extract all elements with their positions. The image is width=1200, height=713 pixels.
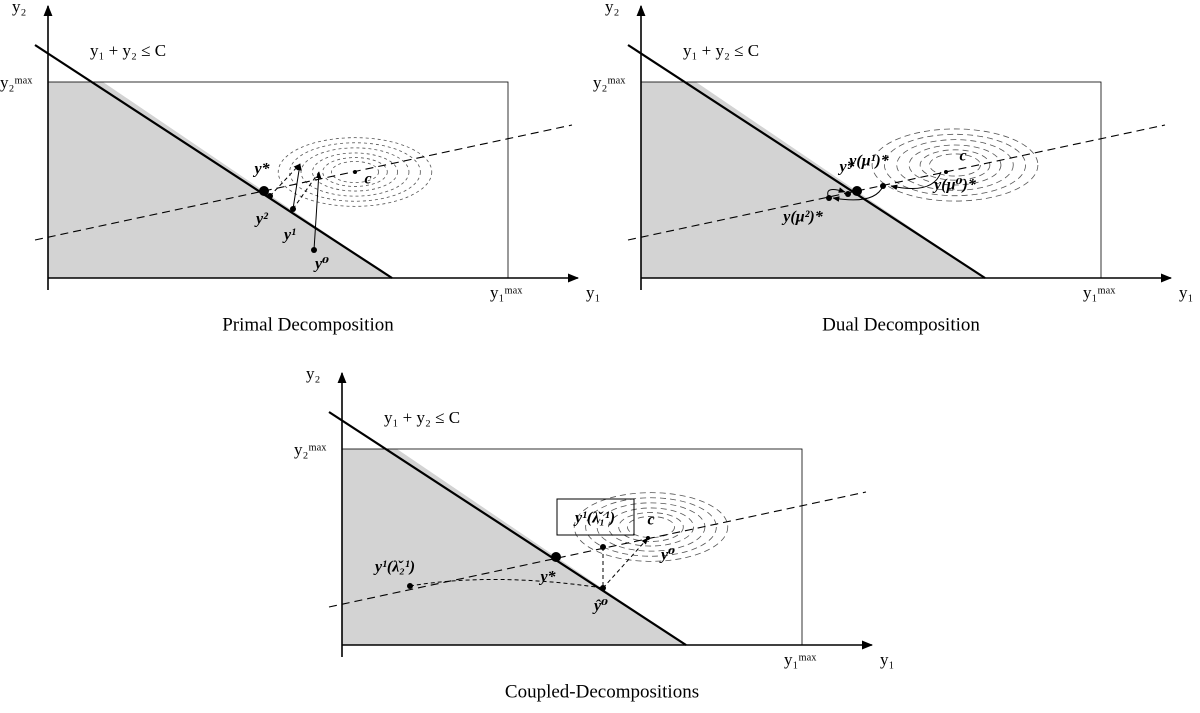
point-label: y(μ²)*: [781, 209, 823, 226]
point-label: ŷ⁰: [592, 598, 608, 615]
y-max-label: y₂ᵐᵃˣ: [593, 73, 625, 92]
y-axis-label: y₂: [605, 0, 619, 16]
arrow: [313, 171, 322, 251]
y-max-label: y₂ᵐᵃˣ: [294, 440, 326, 459]
constraint-label: y₁ + y₂ ≤ C: [683, 41, 759, 60]
point: [826, 195, 832, 201]
point-label: y¹(λ̌₁¹): [573, 510, 615, 527]
feasible-region: [342, 449, 686, 645]
constraint-label: y₁ + y₂ ≤ C: [90, 41, 166, 60]
contour: [884, 133, 1026, 197]
contour: [300, 147, 410, 197]
x-axis-label: y₁: [586, 283, 600, 302]
y-max-label: y₂ᵐᵃˣ: [0, 73, 32, 92]
x-max-label: y₁ᵐᵃˣ: [784, 650, 816, 669]
contour: [627, 516, 675, 538]
contour: [908, 144, 1002, 186]
constraint-line: [328, 411, 687, 646]
x-max-label: y₁ᵐᵃˣ: [1083, 283, 1115, 302]
label-box: [556, 498, 635, 536]
point-label: y*: [252, 161, 270, 178]
contour: [322, 157, 388, 187]
point: [852, 186, 862, 196]
contour: [618, 512, 684, 542]
arrow: [832, 185, 884, 202]
point-label: y⁰: [313, 256, 329, 273]
x-max-label: y₁ᵐᵃˣ: [490, 283, 522, 302]
point: [944, 170, 948, 174]
panel: y₂ y₁ y₂ᵐᵃˣ y₁ᵐᵃˣ y₁ + y₂ ≤ C Dual Decomposit…: [593, 0, 1193, 335]
point: [259, 186, 269, 196]
contour: [573, 492, 729, 562]
y-axis-label: y₂: [306, 364, 320, 383]
arrow: [292, 163, 302, 210]
contour: [896, 139, 1014, 191]
point-label: c: [364, 171, 371, 188]
point-label: c: [959, 148, 966, 165]
dashed-arrow: [292, 171, 320, 210]
feasible-region: [641, 82, 985, 278]
point-label: c: [647, 512, 654, 529]
caption: Coupled-Decompositions: [505, 681, 699, 702]
point-label: y(μ¹)*: [847, 153, 889, 170]
point: [880, 183, 886, 189]
y-axis-label: y₂: [12, 0, 26, 16]
contour: [312, 152, 398, 192]
caption: Primal Decomposition: [222, 314, 394, 335]
dashed-arrow: [269, 163, 301, 197]
contour: [608, 507, 694, 547]
constraint-line: [34, 44, 393, 279]
point-label: y¹(λ̌₂¹): [373, 559, 415, 576]
point-label: y*: [538, 569, 556, 586]
panel: y₂ y₁ y₂ᵐᵃˣ y₁ᵐᵃˣ y₁ + y₂ ≤ C Coupled-Decompo…: [294, 364, 894, 702]
dashed-curve: [409, 579, 604, 589]
point-label: y²: [254, 211, 269, 228]
contour: [289, 142, 421, 202]
point: [600, 544, 606, 550]
x-axis-label: y₁: [1179, 283, 1193, 302]
arrow: [890, 171, 942, 191]
contour: [919, 149, 991, 181]
point: [551, 552, 561, 562]
point-label: y*: [837, 159, 855, 176]
dashed-line: [328, 491, 867, 608]
panel: y₂ y₁ y₂ᵐᵃˣ y₁ᵐᵃˣ y₁ + y₂ ≤ C Primal Decompos…: [0, 0, 600, 335]
feasible-region: [48, 82, 392, 278]
constraint-label: y₁ + y₂ ≤ C: [384, 408, 460, 427]
point: [311, 247, 317, 253]
contour: [929, 153, 981, 177]
point-label: y¹: [282, 227, 296, 244]
point: [290, 206, 296, 212]
dashed-arrow: [602, 537, 649, 589]
point-label: y⁰: [659, 547, 675, 564]
contour: [585, 497, 717, 557]
caption: Dual Decomposition: [822, 314, 980, 335]
point: [407, 583, 413, 589]
contour: [871, 128, 1039, 202]
point: [646, 536, 650, 540]
constraint-line: [627, 44, 986, 279]
point-label: y(μ⁰)*: [932, 177, 977, 194]
dashed-line: [34, 124, 573, 241]
contour: [277, 137, 433, 207]
point: [353, 170, 357, 174]
point: [600, 585, 606, 591]
contour: [331, 161, 379, 183]
point: [845, 191, 851, 197]
point: [267, 193, 273, 199]
x-axis-label: y₁: [880, 650, 894, 669]
dashed-line: [627, 124, 1166, 241]
